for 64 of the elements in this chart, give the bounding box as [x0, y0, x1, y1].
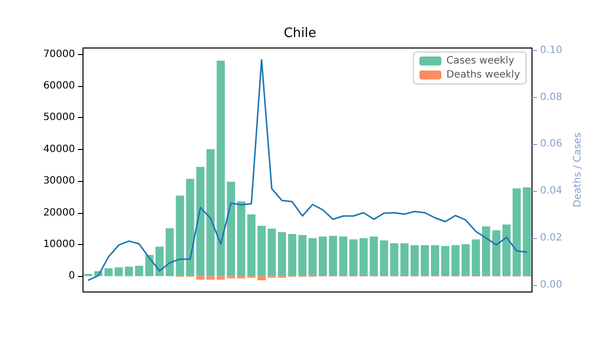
bar — [155, 246, 164, 276]
bar — [237, 201, 246, 276]
legend-label: Deaths weekly — [446, 70, 520, 80]
bar — [380, 240, 388, 276]
bar — [104, 268, 113, 276]
bar — [258, 276, 266, 280]
legend-label: Cases weekly — [446, 56, 514, 66]
bar — [258, 226, 266, 276]
y2-tick-label: 0.02 — [540, 232, 562, 244]
bar — [339, 236, 348, 276]
bar — [318, 236, 327, 276]
y2-axis-title: Deaths / Cases — [572, 132, 584, 208]
bar — [512, 188, 521, 276]
y2-tick-label: 0.08 — [540, 92, 562, 103]
bar — [462, 244, 470, 276]
bar — [216, 60, 225, 276]
bar — [186, 178, 194, 276]
bar — [135, 266, 144, 276]
bar — [278, 232, 286, 276]
bar — [360, 238, 368, 276]
bar — [124, 266, 133, 276]
bar — [196, 166, 204, 276]
bar — [482, 226, 490, 276]
bar — [420, 245, 429, 276]
bar — [390, 243, 398, 276]
bar — [166, 228, 174, 276]
y2-tick-label: 0.00 — [540, 279, 562, 290]
bar — [145, 254, 154, 276]
bar — [196, 276, 204, 280]
bar — [441, 246, 450, 276]
y2-tick-label: 0.04 — [540, 186, 562, 197]
bar — [400, 243, 409, 276]
bar — [206, 149, 215, 276]
bar — [298, 234, 306, 276]
bar — [410, 245, 419, 276]
y-tick-label: 20000 — [43, 207, 75, 218]
chart-title: Chile — [284, 26, 316, 41]
bar — [114, 267, 123, 276]
y-tick-label: 70000 — [43, 48, 75, 60]
bar — [349, 239, 358, 276]
y-tick-label: 40000 — [43, 144, 75, 155]
bar — [370, 236, 378, 276]
bar — [288, 234, 296, 276]
y2-tick-label: 0.10 — [540, 44, 562, 56]
y-tick-label: 10000 — [43, 238, 75, 250]
y2-tick-label: 0.06 — [540, 138, 562, 150]
bar — [522, 187, 531, 276]
y-tick-label: 50000 — [43, 112, 75, 124]
bar — [472, 239, 480, 276]
bar — [176, 196, 184, 276]
bar — [502, 224, 511, 276]
bar — [216, 276, 225, 280]
bar — [308, 238, 317, 276]
bar — [328, 236, 338, 276]
y-tick-label: 30000 — [43, 176, 75, 187]
bar — [451, 245, 460, 276]
bar — [206, 276, 215, 280]
bar — [226, 182, 236, 276]
y-tick-label: 60000 — [43, 80, 75, 92]
y-tick-label: 0 — [68, 270, 75, 282]
bar — [430, 245, 440, 276]
bar — [247, 214, 256, 276]
bar — [492, 230, 500, 276]
bar — [268, 228, 276, 276]
